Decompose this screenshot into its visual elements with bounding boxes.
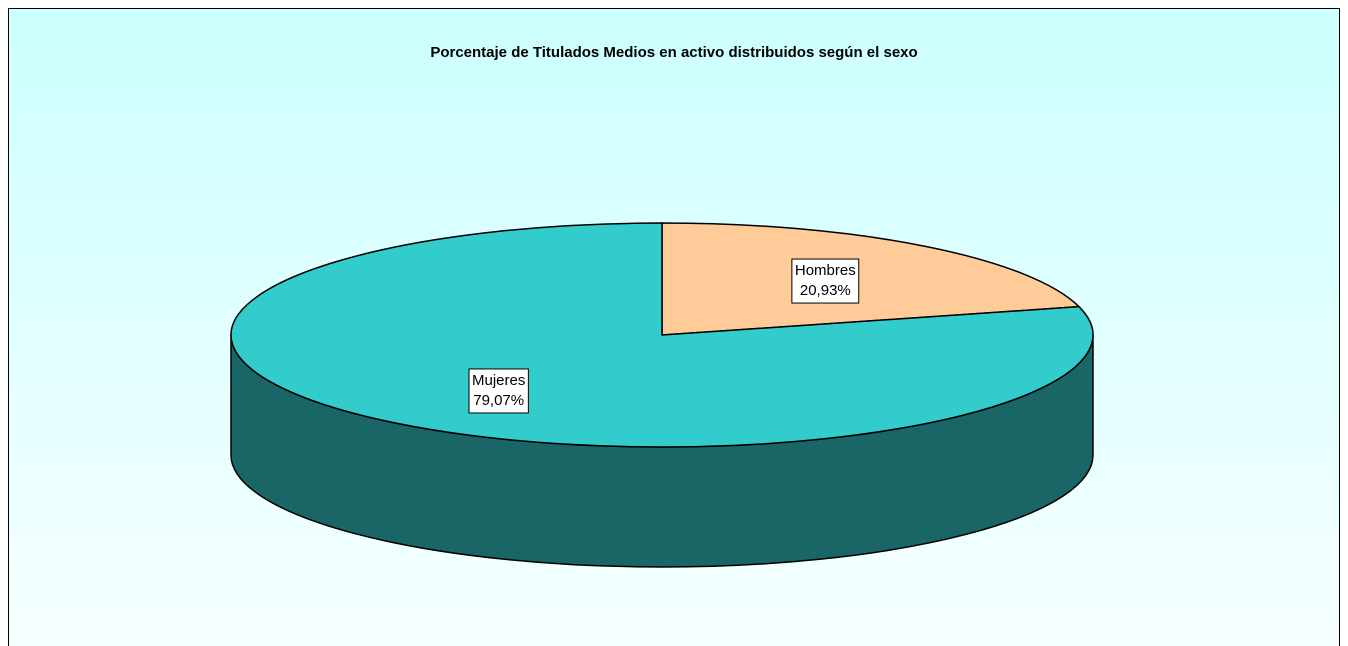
data-label-name: Mujeres <box>472 372 525 389</box>
data-label-box <box>791 258 860 304</box>
pie-slice <box>661 222 1081 336</box>
data-label: Hombres 20,93% <box>791 258 860 304</box>
pie-tops <box>230 222 1094 448</box>
pie-slice <box>230 222 1094 448</box>
data-label-name: Hombres <box>795 262 856 279</box>
chart-title: Porcentaje de Titulados Medios en activo… <box>430 44 917 61</box>
data-label-box <box>468 368 529 414</box>
data-label: Mujeres 79,07% <box>468 368 529 414</box>
data-label-value: 20,93% <box>800 282 851 299</box>
data-label-value: 79,07% <box>473 392 524 409</box>
